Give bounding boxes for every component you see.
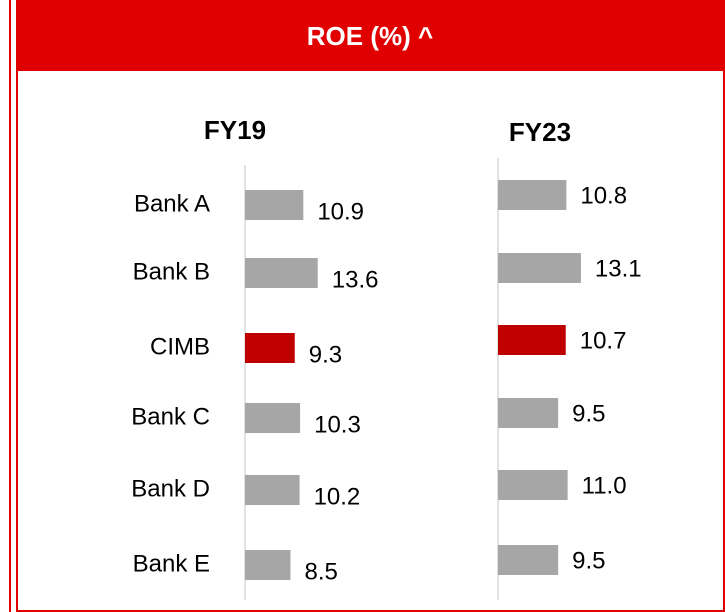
chart-subtitle: FY19 [204, 115, 266, 145]
bar [245, 190, 304, 220]
value-label: 10.8 [580, 182, 627, 209]
category-label: Bank A [134, 190, 210, 217]
value-label: 10.2 [314, 483, 361, 510]
bar [245, 258, 318, 288]
bar [498, 180, 567, 210]
bar [245, 333, 295, 363]
bar [498, 398, 559, 428]
value-label: 10.9 [317, 198, 364, 225]
value-label: 11.0 [582, 472, 627, 499]
value-label: 9.3 [309, 341, 342, 368]
bar [245, 475, 300, 505]
bar [498, 325, 566, 355]
category-label: Bank D [131, 475, 210, 502]
value-label: 9.5 [572, 547, 605, 574]
value-label: 13.1 [595, 255, 642, 282]
bar [498, 253, 581, 283]
chart-subtitle: FY23 [509, 117, 571, 147]
bar [498, 545, 559, 575]
value-label: 10.7 [580, 327, 627, 354]
bar [245, 550, 291, 580]
chart-title: ROE (%) ^ [307, 21, 433, 51]
bar [498, 470, 568, 500]
category-label: CIMB [150, 333, 210, 360]
category-label: Bank B [133, 258, 210, 285]
panel-frame [16, 0, 725, 612]
value-label: 9.5 [572, 400, 605, 427]
category-label: Bank E [133, 550, 210, 577]
bar [245, 403, 301, 433]
value-label: 10.3 [314, 411, 361, 438]
category-label: Bank C [131, 403, 210, 430]
header-band [17, 1, 724, 71]
value-label: 8.5 [304, 558, 337, 585]
value-label: 13.6 [332, 266, 379, 293]
